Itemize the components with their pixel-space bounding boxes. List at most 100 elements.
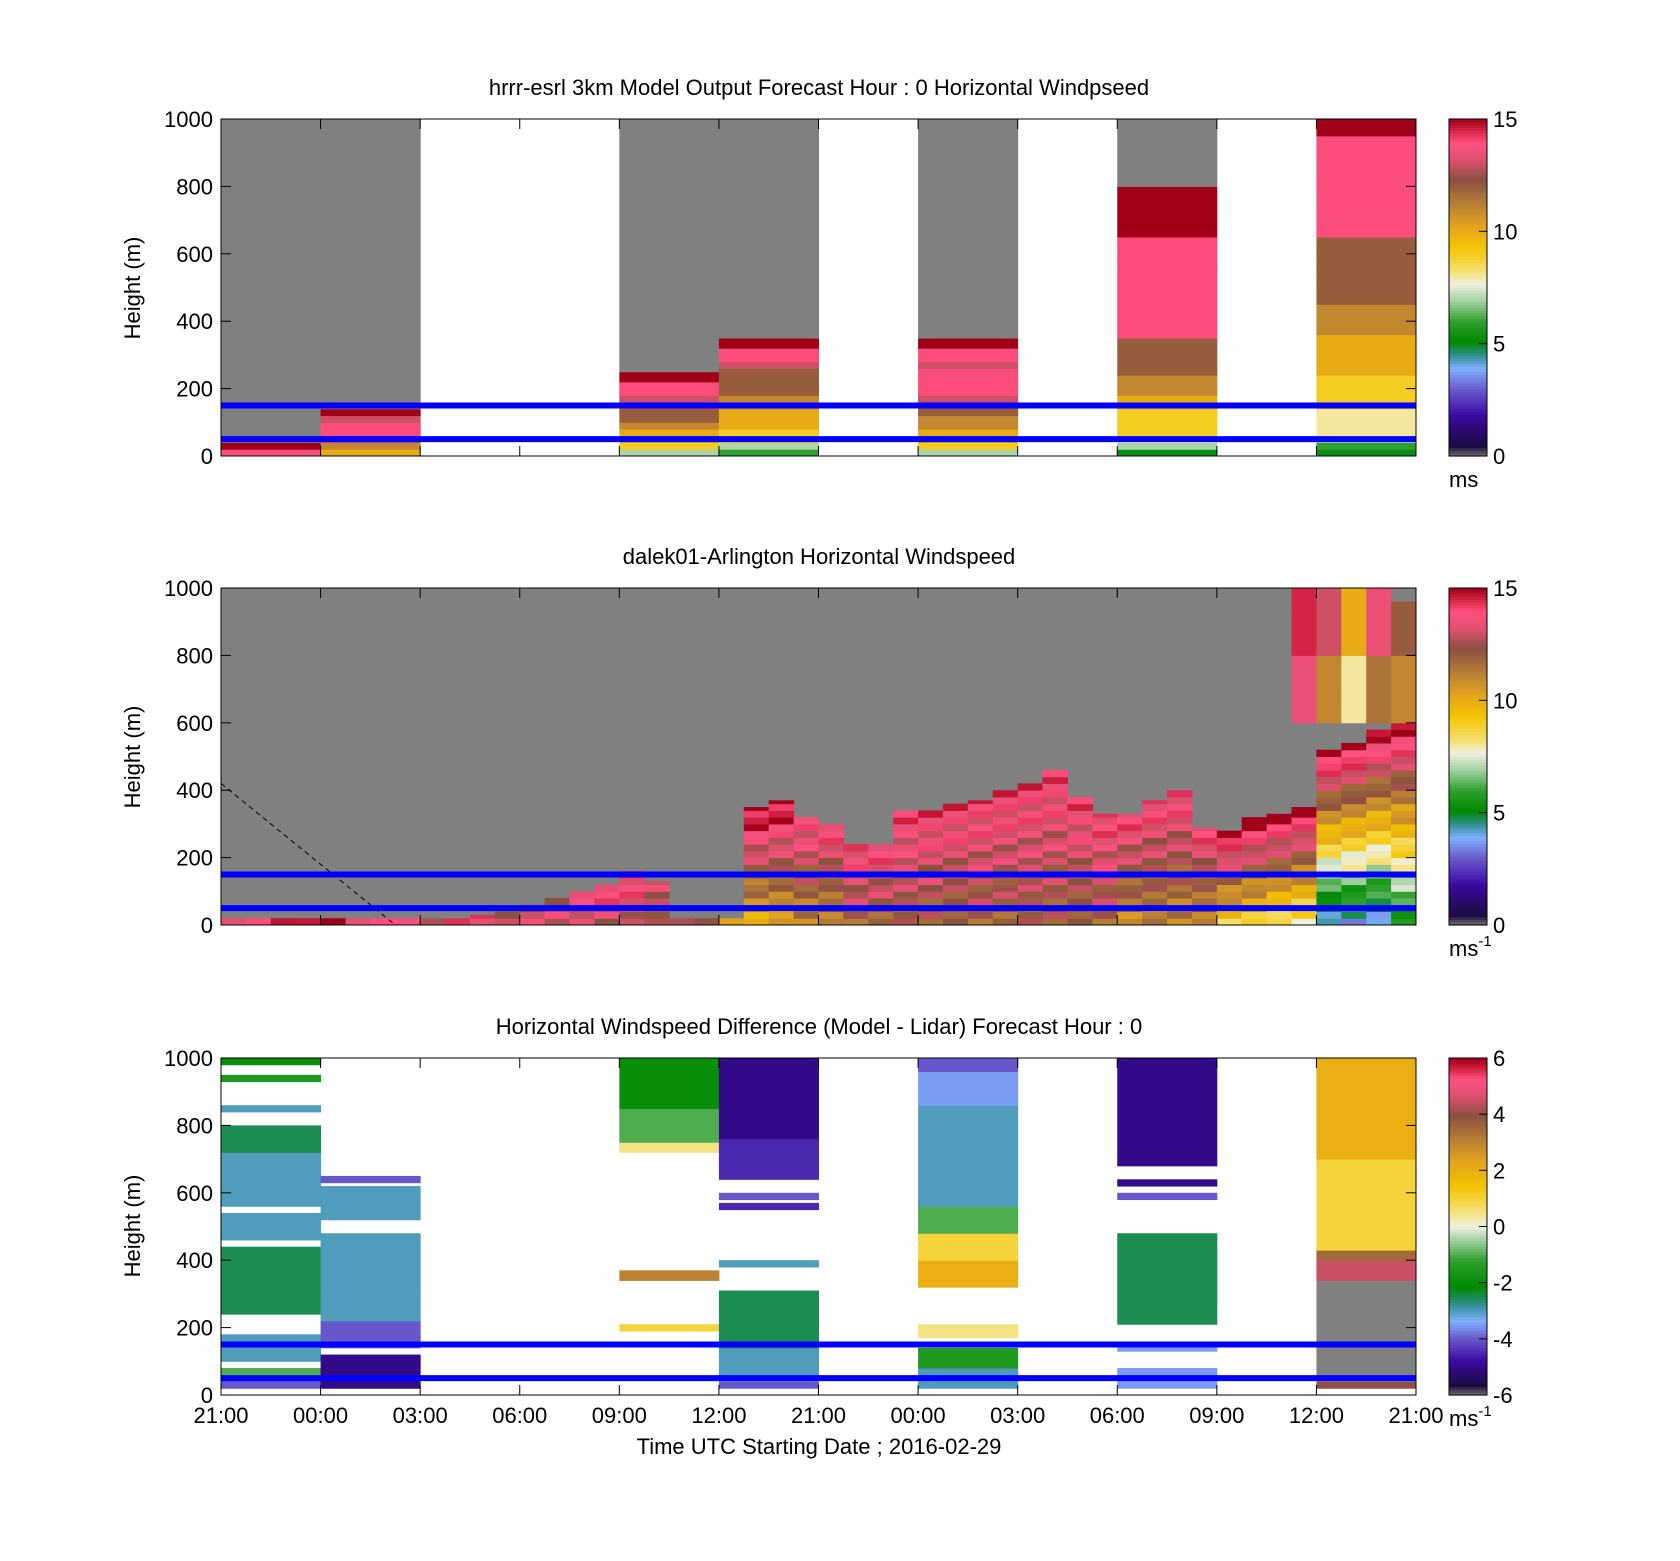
heatmap-cell [1391, 628, 1417, 636]
colorbar-swatch [1449, 823, 1487, 828]
heatmap-cell [768, 837, 795, 845]
colorbar-swatch [1449, 385, 1487, 390]
colorbar-swatch [1449, 366, 1487, 370]
colorbar-swatch [1449, 180, 1487, 185]
heatmap-cell [992, 796, 1019, 805]
heatmap-cell [1291, 689, 1317, 697]
colorbar-swatch [1449, 121, 1487, 126]
heatmap-cell [1291, 702, 1317, 710]
colorbar-swatch [1449, 686, 1487, 690]
heatmap-cell [1142, 898, 1168, 906]
heatmap-cell [1167, 803, 1193, 811]
colorbar-swatch [1449, 832, 1487, 836]
heatmap-cell [619, 381, 720, 390]
colorbar-swatch [1449, 596, 1487, 600]
colorbar-swatch [1449, 248, 1487, 252]
heatmap-cell [1316, 614, 1342, 623]
heatmap-cell [718, 1058, 819, 1140]
colorbar-swatch [1449, 267, 1487, 272]
colorbar-swatch [1449, 807, 1487, 811]
heatmap-cell [1092, 864, 1118, 872]
heatmap-cell [1241, 844, 1268, 852]
heatmap-cell [1216, 911, 1243, 919]
heatmap-cell [1117, 186, 1218, 221]
colorbar-swatch [1449, 231, 1487, 235]
heatmap-cell [768, 857, 795, 865]
heatmap-cell [1266, 918, 1293, 926]
heatmap-cell [967, 918, 994, 926]
colorbar-swatch [1449, 368, 1487, 373]
heatmap-cell [1117, 857, 1143, 865]
colorbar-swatch [1449, 192, 1487, 196]
colorbar-tick-label: 4 [1493, 1102, 1505, 1127]
heatmap-cell [1191, 864, 1218, 872]
colorbar-swatch [1449, 843, 1487, 847]
colorbar-swatch [1449, 1378, 1487, 1382]
colorbar-swatch [1449, 245, 1487, 249]
heatmap-cell [1291, 608, 1317, 616]
colorbar-swatch [1449, 632, 1487, 637]
heatmap-cell [1291, 810, 1317, 818]
heatmap-cell [1042, 817, 1068, 825]
colorbar-swatch [1449, 1086, 1487, 1090]
heatmap-cell [1391, 769, 1417, 778]
heatmap-cell [1017, 898, 1044, 906]
colorbar-swatch [1449, 778, 1487, 783]
colorbar-swatch [1449, 1125, 1487, 1129]
heatmap-cell [918, 918, 944, 926]
heatmap-cell [1341, 695, 1367, 704]
heatmap-cell [270, 918, 297, 926]
colorbar-swatch [1449, 177, 1487, 182]
heatmap-cell [942, 857, 969, 865]
colorbar-tick-label: 0 [1493, 444, 1505, 469]
colorbar-swatch [1449, 304, 1487, 308]
colorbar-swatch [1449, 346, 1487, 350]
heatmap-cell [868, 864, 894, 872]
colorbar-swatch [1449, 324, 1487, 328]
heatmap-cell [1316, 628, 1342, 636]
heatmap-cell [1366, 749, 1392, 757]
colorbar-swatch [1449, 860, 1487, 864]
heatmap-cell [893, 857, 919, 865]
heatmap-cell [1391, 877, 1417, 886]
reference-lines [221, 1341, 1416, 1382]
heatmap-cell [1167, 877, 1193, 886]
heatmap-cell [1191, 884, 1218, 892]
heatmap-cell [1167, 850, 1193, 859]
heatmap-cell [1042, 790, 1068, 798]
colorbar-swatch [1449, 189, 1487, 193]
heatmap-cell [718, 918, 745, 926]
heatmap-cell [1191, 837, 1218, 845]
heatmap-cell [1391, 635, 1417, 643]
y-axis-ticks: 0 200 400 600 800 1000 [164, 107, 1416, 469]
heatmap-cell [1067, 884, 1093, 892]
heatmap-cell [1316, 648, 1342, 656]
heatmap-cell [1316, 695, 1342, 704]
colorbar-swatch [1449, 902, 1487, 906]
colorbar-swatch [1449, 717, 1487, 721]
heatmap-cell [818, 837, 844, 845]
heatmap-cell [918, 1206, 1019, 1234]
heatmap-cell [1092, 911, 1118, 919]
heatmap-cell [1341, 709, 1367, 717]
heatmap-cell [918, 361, 1019, 369]
colorbar-swatch [1449, 756, 1487, 760]
heatmap-cell [1291, 716, 1317, 724]
heatmap-cell [1341, 668, 1367, 677]
heatmap-cell [1266, 837, 1293, 845]
colorbar-swatch [1449, 913, 1487, 918]
heatmap-cell [1117, 220, 1218, 238]
colorbar-swatch [1449, 1218, 1487, 1222]
heatmap-cell [1067, 823, 1093, 832]
heatmap-cell [1067, 844, 1093, 852]
heatmap-cell [1117, 1179, 1218, 1187]
x-axis-ticks [220, 588, 1417, 925]
y-axis-ticks: 0 200 400 600 800 1000 [164, 576, 1416, 938]
heatmap-cell [818, 911, 844, 919]
heatmap-cell [843, 898, 869, 906]
colorbar-swatch [1449, 335, 1487, 339]
heatmap-cell [1316, 608, 1342, 616]
heatmap-cell [743, 898, 770, 906]
heatmap-cell [619, 1324, 720, 1332]
heatmap-cell [1117, 1192, 1218, 1201]
